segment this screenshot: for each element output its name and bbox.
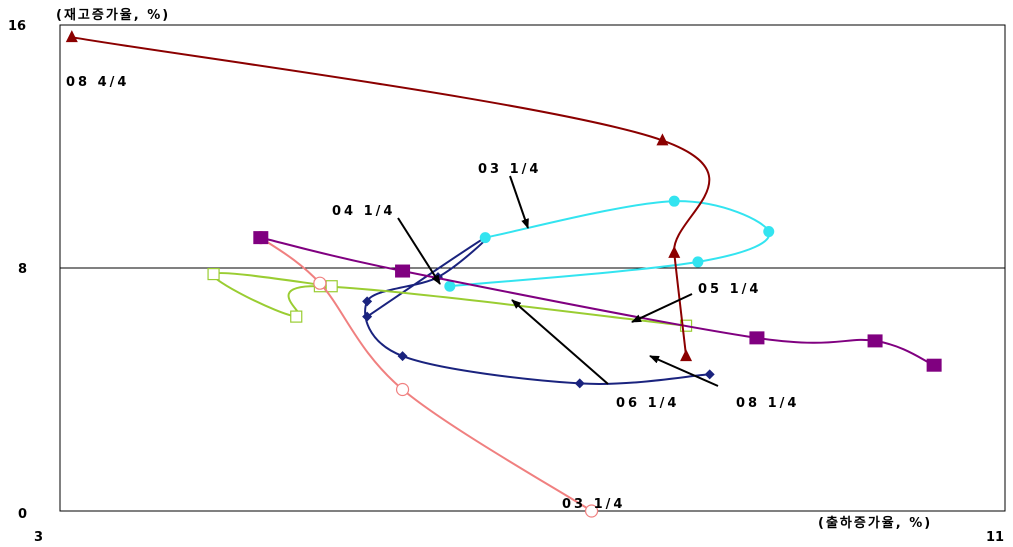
data-point: [325, 280, 338, 293]
data-point: [479, 232, 491, 244]
y-tick-8: 8: [18, 262, 27, 277]
series-line: [71, 36, 711, 357]
data-point: [867, 334, 883, 348]
data-point: [362, 296, 373, 307]
x-axis-label: (출하증가율, %): [818, 515, 932, 531]
data-point: [444, 280, 456, 292]
x-tick-3: 3: [34, 530, 43, 545]
data-point: [574, 378, 585, 389]
series-group: [65, 30, 711, 362]
data-point: [680, 349, 693, 362]
data-point: [290, 310, 303, 323]
data-point: [65, 30, 78, 43]
series-group: [444, 195, 775, 292]
data-point: [749, 331, 765, 345]
data-point: [397, 351, 408, 362]
data-point: [207, 267, 220, 281]
series-group: [253, 231, 942, 372]
y-tick-0: 0: [18, 507, 27, 522]
annotation-label: 03 1/4: [562, 497, 625, 512]
annotation-arrow: [631, 293, 693, 323]
data-point: [668, 195, 680, 207]
annotation-label: 08 1/4: [736, 396, 799, 411]
y-tick-16: 16: [8, 19, 26, 34]
data-point: [362, 311, 373, 322]
data-point: [763, 226, 775, 238]
data-point: [692, 256, 704, 268]
annotation-label: 04 1/4: [332, 204, 395, 219]
x-tick-11: 11: [986, 530, 1004, 545]
data-point: [926, 358, 942, 372]
annotation-arrow: [649, 355, 719, 387]
data-point: [656, 133, 669, 146]
annotation-layer: 08 4/4 03 1/4 04 1/4 05 1/4 06 1/4 08 1/…: [66, 75, 799, 512]
annotation-label: 08 4/4: [66, 75, 129, 90]
data-point: [584, 504, 599, 518]
annotation-arrow: [509, 175, 529, 229]
data-point: [253, 231, 269, 245]
data-point: [313, 276, 327, 290]
data-point: [704, 369, 715, 380]
annotation-label: 03 1/4: [478, 162, 541, 177]
annotation-label: 06 1/4: [616, 396, 679, 411]
data-point: [395, 382, 410, 397]
annotation-label: 05 1/4: [698, 282, 761, 297]
data-point: [395, 264, 411, 278]
y-axis-label: (재고증가율, %): [56, 7, 170, 23]
annotation-arrow: [397, 217, 441, 285]
series-layer: [65, 30, 942, 518]
annotation-arrow: [511, 299, 609, 385]
series-line: [260, 236, 593, 512]
data-point: [668, 245, 681, 258]
